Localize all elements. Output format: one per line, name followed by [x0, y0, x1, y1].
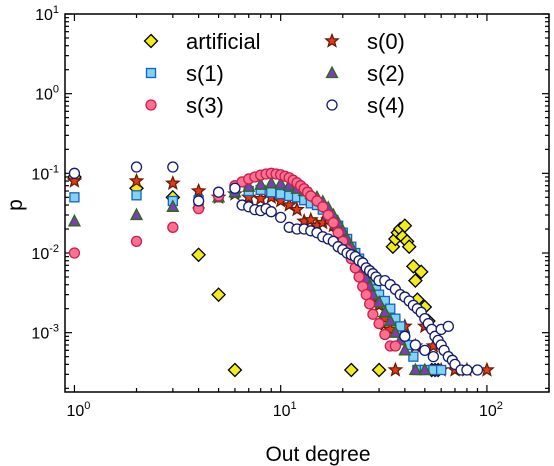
data-point — [130, 161, 143, 173]
axis-ticks: 100 101 102 10-3 10-2 10-1 100 101 — [31, 4, 550, 420]
data-point — [275, 211, 287, 224]
legend-item: s(4) — [326, 93, 405, 118]
data-point — [164, 174, 181, 191]
data-point — [67, 213, 82, 227]
data-point — [398, 342, 412, 356]
x-tick-label: 102 — [479, 400, 503, 420]
legend-label: s(0) — [367, 29, 405, 54]
data-point — [371, 362, 387, 378]
data-point — [281, 196, 298, 212]
data-point — [212, 186, 225, 198]
data-point — [471, 364, 484, 376]
data-point — [166, 199, 180, 212]
y-tick-label: 10-2 — [31, 243, 59, 263]
data-point — [252, 190, 269, 206]
legend-label: s(4) — [367, 93, 405, 118]
data-point — [389, 340, 402, 352]
data-point — [69, 192, 80, 203]
data-point — [192, 195, 205, 207]
data-point — [367, 308, 379, 320]
data-point — [317, 201, 329, 213]
x-tick-label: 101 — [273, 400, 297, 420]
legend-marker — [145, 67, 157, 79]
data-point — [378, 304, 392, 318]
data-point — [191, 247, 207, 263]
data-point — [379, 328, 391, 341]
data-point — [167, 221, 179, 233]
data-point — [68, 247, 81, 259]
data-point — [418, 362, 432, 376]
data-point — [399, 330, 411, 342]
data-point — [413, 264, 429, 280]
data-point — [409, 339, 422, 351]
legend-item: artificial — [143, 29, 261, 54]
data-point — [289, 201, 305, 217]
y-tick-label: 10-1 — [31, 163, 59, 183]
data-point — [408, 362, 422, 376]
legend-marker — [324, 32, 340, 48]
legend-item: s(0) — [324, 29, 405, 54]
legend-marker — [145, 99, 157, 111]
data-point — [427, 351, 440, 363]
data-point — [373, 317, 385, 330]
data-point — [254, 177, 268, 190]
data-point — [407, 273, 423, 289]
data-point — [229, 182, 241, 194]
legend-marker — [326, 99, 338, 111]
legend-item: s(3) — [145, 93, 224, 118]
data-point — [360, 289, 372, 301]
y-tick-label: 100 — [35, 84, 59, 104]
data-point — [419, 344, 431, 356]
data-point — [388, 325, 402, 338]
data-point — [274, 176, 288, 189]
data-point — [383, 313, 397, 327]
data-point — [322, 209, 334, 221]
data-point — [442, 320, 454, 333]
legend: artificial s(0) s(1) s(2) s(3) s(4) — [143, 29, 405, 118]
y-tick-label: 101 — [35, 4, 59, 24]
legend-item: s(2) — [325, 61, 405, 86]
data-point — [332, 227, 344, 239]
data-point — [265, 206, 277, 218]
legend-marker — [325, 65, 339, 79]
data-point — [227, 362, 243, 378]
legend-label: artificial — [186, 29, 261, 54]
data-point — [397, 218, 413, 234]
x-axis-label: Out degree — [265, 443, 370, 466]
data-point — [68, 167, 81, 179]
data-points — [66, 161, 495, 378]
data-point — [129, 207, 144, 221]
data-point — [353, 271, 365, 283]
data-point — [327, 217, 339, 229]
y-tick-label: 10-3 — [31, 323, 59, 343]
data-point — [275, 188, 286, 200]
data-point — [408, 351, 419, 362]
legend-label: s(3) — [186, 93, 224, 118]
data-point — [130, 235, 143, 248]
data-point — [128, 172, 145, 188]
legend-item: s(1) — [145, 61, 224, 86]
data-point — [167, 161, 179, 173]
data-point — [436, 364, 447, 376]
y-axis-label: p — [4, 199, 27, 211]
x-tick-label: 100 — [66, 400, 90, 420]
series-s-4- — [68, 161, 484, 376]
data-point — [190, 182, 207, 198]
data-point — [264, 175, 278, 189]
data-point — [66, 172, 83, 188]
data-point — [302, 211, 319, 227]
data-point — [387, 361, 404, 377]
legend-marker — [143, 33, 159, 49]
data-point — [401, 239, 417, 255]
legend-label: s(1) — [186, 61, 224, 86]
data-point — [372, 294, 386, 308]
data-point — [266, 187, 277, 198]
data-point — [343, 362, 359, 378]
data-point — [131, 190, 142, 201]
data-point — [461, 364, 473, 376]
data-point — [363, 298, 376, 310]
data-point — [211, 287, 227, 303]
legend-label: s(2) — [367, 61, 405, 86]
